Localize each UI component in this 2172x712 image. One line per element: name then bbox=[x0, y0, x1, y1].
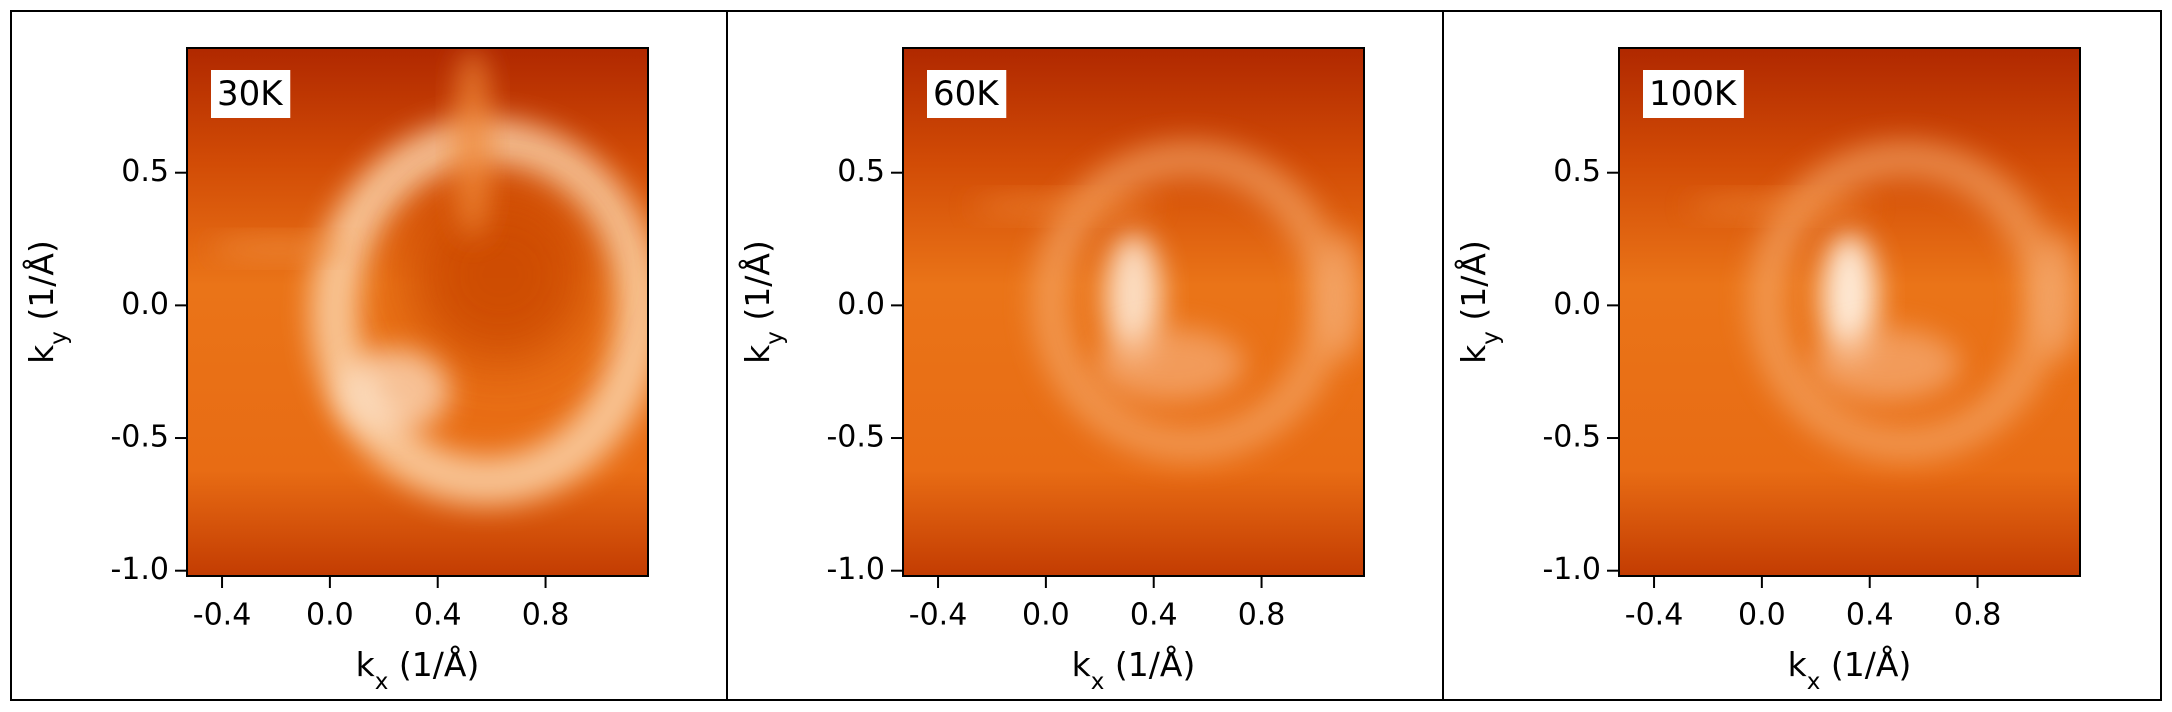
feature bbox=[454, 48, 492, 239]
y-tick-label: 0.0 bbox=[837, 287, 885, 322]
intensity-map bbox=[187, 48, 648, 576]
y-tick-label: 0.0 bbox=[121, 287, 169, 322]
axis-symbol: k bbox=[738, 344, 777, 364]
panel: -0.4 0.0 0.4 0.8-1.0-0.50.00.5kx (1/Å)ky (1… bbox=[21, 47, 649, 695]
axis-symbol: k bbox=[22, 344, 61, 364]
plot-frame bbox=[1618, 47, 2081, 577]
x-tick-label: 0.8 bbox=[1954, 598, 2002, 633]
y-tick-label: -0.5 bbox=[826, 420, 885, 455]
y-tick-label: -1.0 bbox=[110, 552, 169, 587]
axis-subscript: y bbox=[1478, 331, 1504, 345]
plot-frame bbox=[186, 47, 649, 577]
x-tick-label: 0.4 bbox=[414, 598, 462, 633]
feature bbox=[408, 185, 593, 365]
feature bbox=[210, 238, 349, 260]
feature bbox=[1317, 232, 1364, 360]
y-axis-label: ky (1/Å) bbox=[21, 240, 72, 364]
axis-unit: (1/Å) bbox=[21, 240, 61, 331]
axis-symbol: k bbox=[356, 645, 376, 684]
panel: -0.4 0.0 0.4 0.8-1.0-0.50.00.5kx (1/Å)ky (1… bbox=[1453, 47, 2081, 695]
y-tick-label: 0.5 bbox=[1553, 154, 1601, 189]
feature bbox=[1821, 232, 1878, 360]
axis-unit: (1/Å) bbox=[1104, 644, 1195, 684]
axis-subscript: y bbox=[762, 331, 788, 345]
x-tick-label: -0.4 bbox=[909, 598, 968, 633]
y-tick-label: 0.5 bbox=[121, 154, 169, 189]
y-tick-label: -1.0 bbox=[1542, 552, 1601, 587]
axis-subscript: x bbox=[1807, 669, 1821, 695]
feature bbox=[1105, 232, 1162, 360]
axis-symbol: k bbox=[1454, 344, 1493, 364]
frame bbox=[10, 10, 2162, 701]
axis-unit: (1/Å) bbox=[388, 644, 479, 684]
x-tick-label: 0.0 bbox=[1738, 598, 1786, 633]
feature bbox=[1812, 327, 1961, 402]
feature bbox=[2033, 232, 2080, 360]
axis-subscript: x bbox=[1091, 669, 1105, 695]
x-axis-label: kx (1/Å) bbox=[356, 644, 480, 695]
axis-symbol: k bbox=[1072, 645, 1092, 684]
x-tick-label: 0.0 bbox=[1022, 598, 1070, 633]
y-tick-label: -0.5 bbox=[1542, 420, 1601, 455]
y-axis-label: ky (1/Å) bbox=[1453, 240, 1504, 364]
panel-label: 60K bbox=[933, 74, 1000, 114]
x-tick-label: 0.4 bbox=[1130, 598, 1178, 633]
feature bbox=[1688, 195, 1873, 217]
x-tick-label: 0.8 bbox=[522, 598, 570, 633]
y-tick-label: -0.5 bbox=[110, 420, 169, 455]
x-tick-label: -0.4 bbox=[1625, 598, 1684, 633]
x-axis-label: kx (1/Å) bbox=[1072, 644, 1196, 695]
intensity-map bbox=[903, 48, 1364, 576]
x-axis-label: kx (1/Å) bbox=[1788, 644, 1912, 695]
axis-subscript: x bbox=[375, 669, 389, 695]
intensity-map bbox=[1619, 48, 2080, 576]
feature bbox=[972, 195, 1157, 217]
panel-label-box bbox=[1643, 70, 1744, 118]
axis-unit: (1/Å) bbox=[1453, 240, 1493, 331]
axis-subscript: y bbox=[46, 331, 72, 345]
plot-frame bbox=[902, 47, 1365, 577]
x-tick-label: 0.0 bbox=[306, 598, 354, 633]
x-tick-label: 0.8 bbox=[1238, 598, 1286, 633]
y-tick-label: 0.5 bbox=[837, 154, 885, 189]
feature bbox=[339, 348, 450, 434]
y-axis-label: ky (1/Å) bbox=[737, 240, 788, 364]
y-tick-label: 0.0 bbox=[1553, 287, 1601, 322]
feature bbox=[1096, 327, 1245, 402]
x-tick-label: -0.4 bbox=[193, 598, 252, 633]
axis-unit: (1/Å) bbox=[1820, 644, 1911, 684]
panel-label-box bbox=[211, 70, 291, 118]
panel-label: 100K bbox=[1649, 74, 1738, 114]
axis-symbol: k bbox=[1788, 645, 1808, 684]
panel-label-box bbox=[927, 70, 1007, 118]
x-tick-label: 0.4 bbox=[1846, 598, 1894, 633]
y-tick-label: -1.0 bbox=[826, 552, 885, 587]
axis-unit: (1/Å) bbox=[737, 240, 777, 331]
panel-label: 30K bbox=[217, 74, 284, 114]
panel: -0.4 0.0 0.4 0.8-1.0-0.50.00.5kx (1/Å)ky (1… bbox=[737, 47, 1365, 695]
